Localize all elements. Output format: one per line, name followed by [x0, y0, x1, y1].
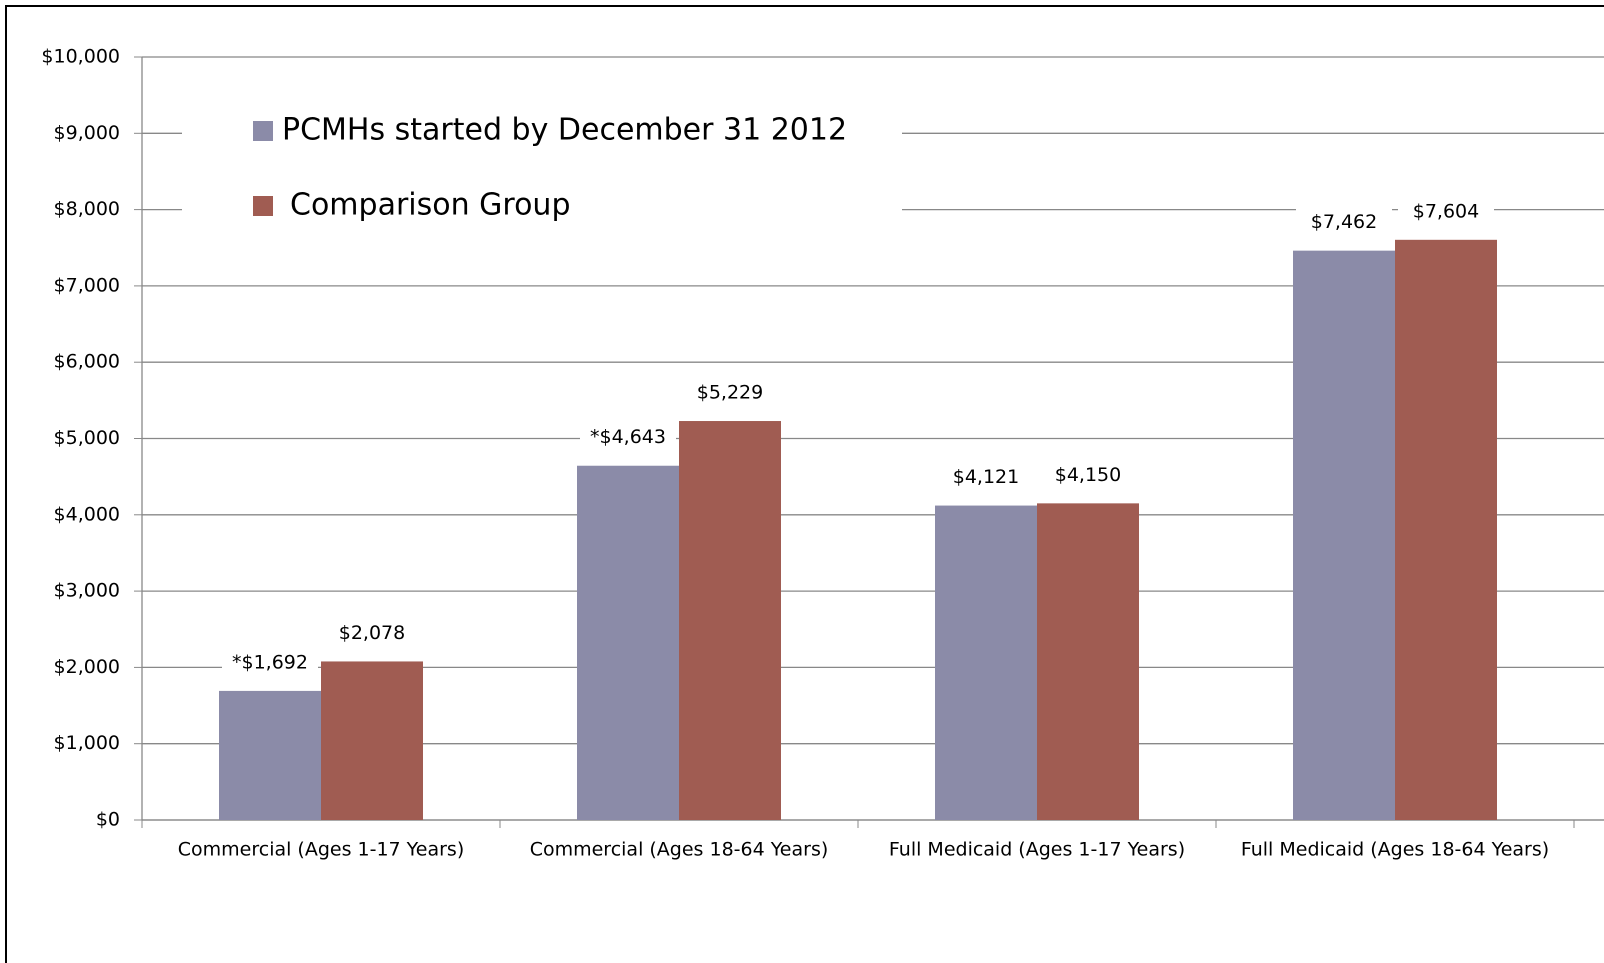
bar: [1037, 503, 1139, 820]
value-label: $7,462: [1311, 211, 1377, 233]
legend-swatch: [253, 196, 273, 216]
y-tick-label: $0: [96, 809, 120, 831]
value-label-bg: [222, 648, 318, 675]
bar: [1395, 239, 1497, 820]
legend-bg: [182, 100, 902, 240]
value-label-bg: [580, 423, 676, 450]
value-label-bg: [1040, 461, 1136, 488]
value-label: $4,121: [953, 466, 1019, 488]
bar: [219, 690, 321, 820]
y-tick-label: $6,000: [54, 351, 120, 373]
value-label-bg: [324, 619, 420, 646]
y-tick-label: $2,000: [54, 656, 120, 678]
y-tick-label: $4,000: [54, 503, 120, 525]
value-label: $2,078: [339, 622, 405, 644]
legend-swatch: [253, 121, 273, 141]
y-tick-label: $10,000: [41, 46, 120, 68]
x-tick-label: Full Medicaid (Ages 18-64 Years): [1241, 839, 1549, 861]
y-tick-label: $3,000: [54, 580, 120, 602]
bar: [935, 505, 1037, 820]
value-label-bg: [1296, 208, 1392, 235]
value-label: $4,150: [1055, 464, 1121, 486]
value-label: $7,604: [1413, 200, 1479, 222]
bar: [577, 465, 679, 820]
x-tick-label: Full Medicaid (Ages 1-17 Years): [889, 839, 1185, 861]
x-tick-label: Commercial (Ages 1-17 Years): [178, 839, 464, 861]
bar: [1293, 250, 1395, 820]
y-tick-label: $1,000: [54, 732, 120, 754]
value-label: $5,229: [697, 382, 763, 404]
bar: [679, 421, 781, 820]
value-label: *$4,643: [590, 426, 666, 448]
y-tick-label: $5,000: [54, 427, 120, 449]
value-label-bg: [1398, 197, 1494, 224]
legend-label: Comparison Group: [290, 188, 571, 223]
value-label: *$1,692: [232, 651, 308, 673]
y-tick-label: $7,000: [54, 274, 120, 296]
legend-label: PCMHs started by December 31 2012: [282, 113, 847, 148]
x-tick-label: Commercial (Ages 18-64 Years): [530, 839, 829, 861]
value-label-bg: [682, 379, 778, 406]
y-tick-label: $8,000: [54, 198, 120, 220]
value-label-bg: [938, 463, 1034, 490]
y-tick-label: $9,000: [54, 122, 120, 144]
chart-frame: [5, 5, 1604, 963]
bar: [321, 661, 423, 820]
